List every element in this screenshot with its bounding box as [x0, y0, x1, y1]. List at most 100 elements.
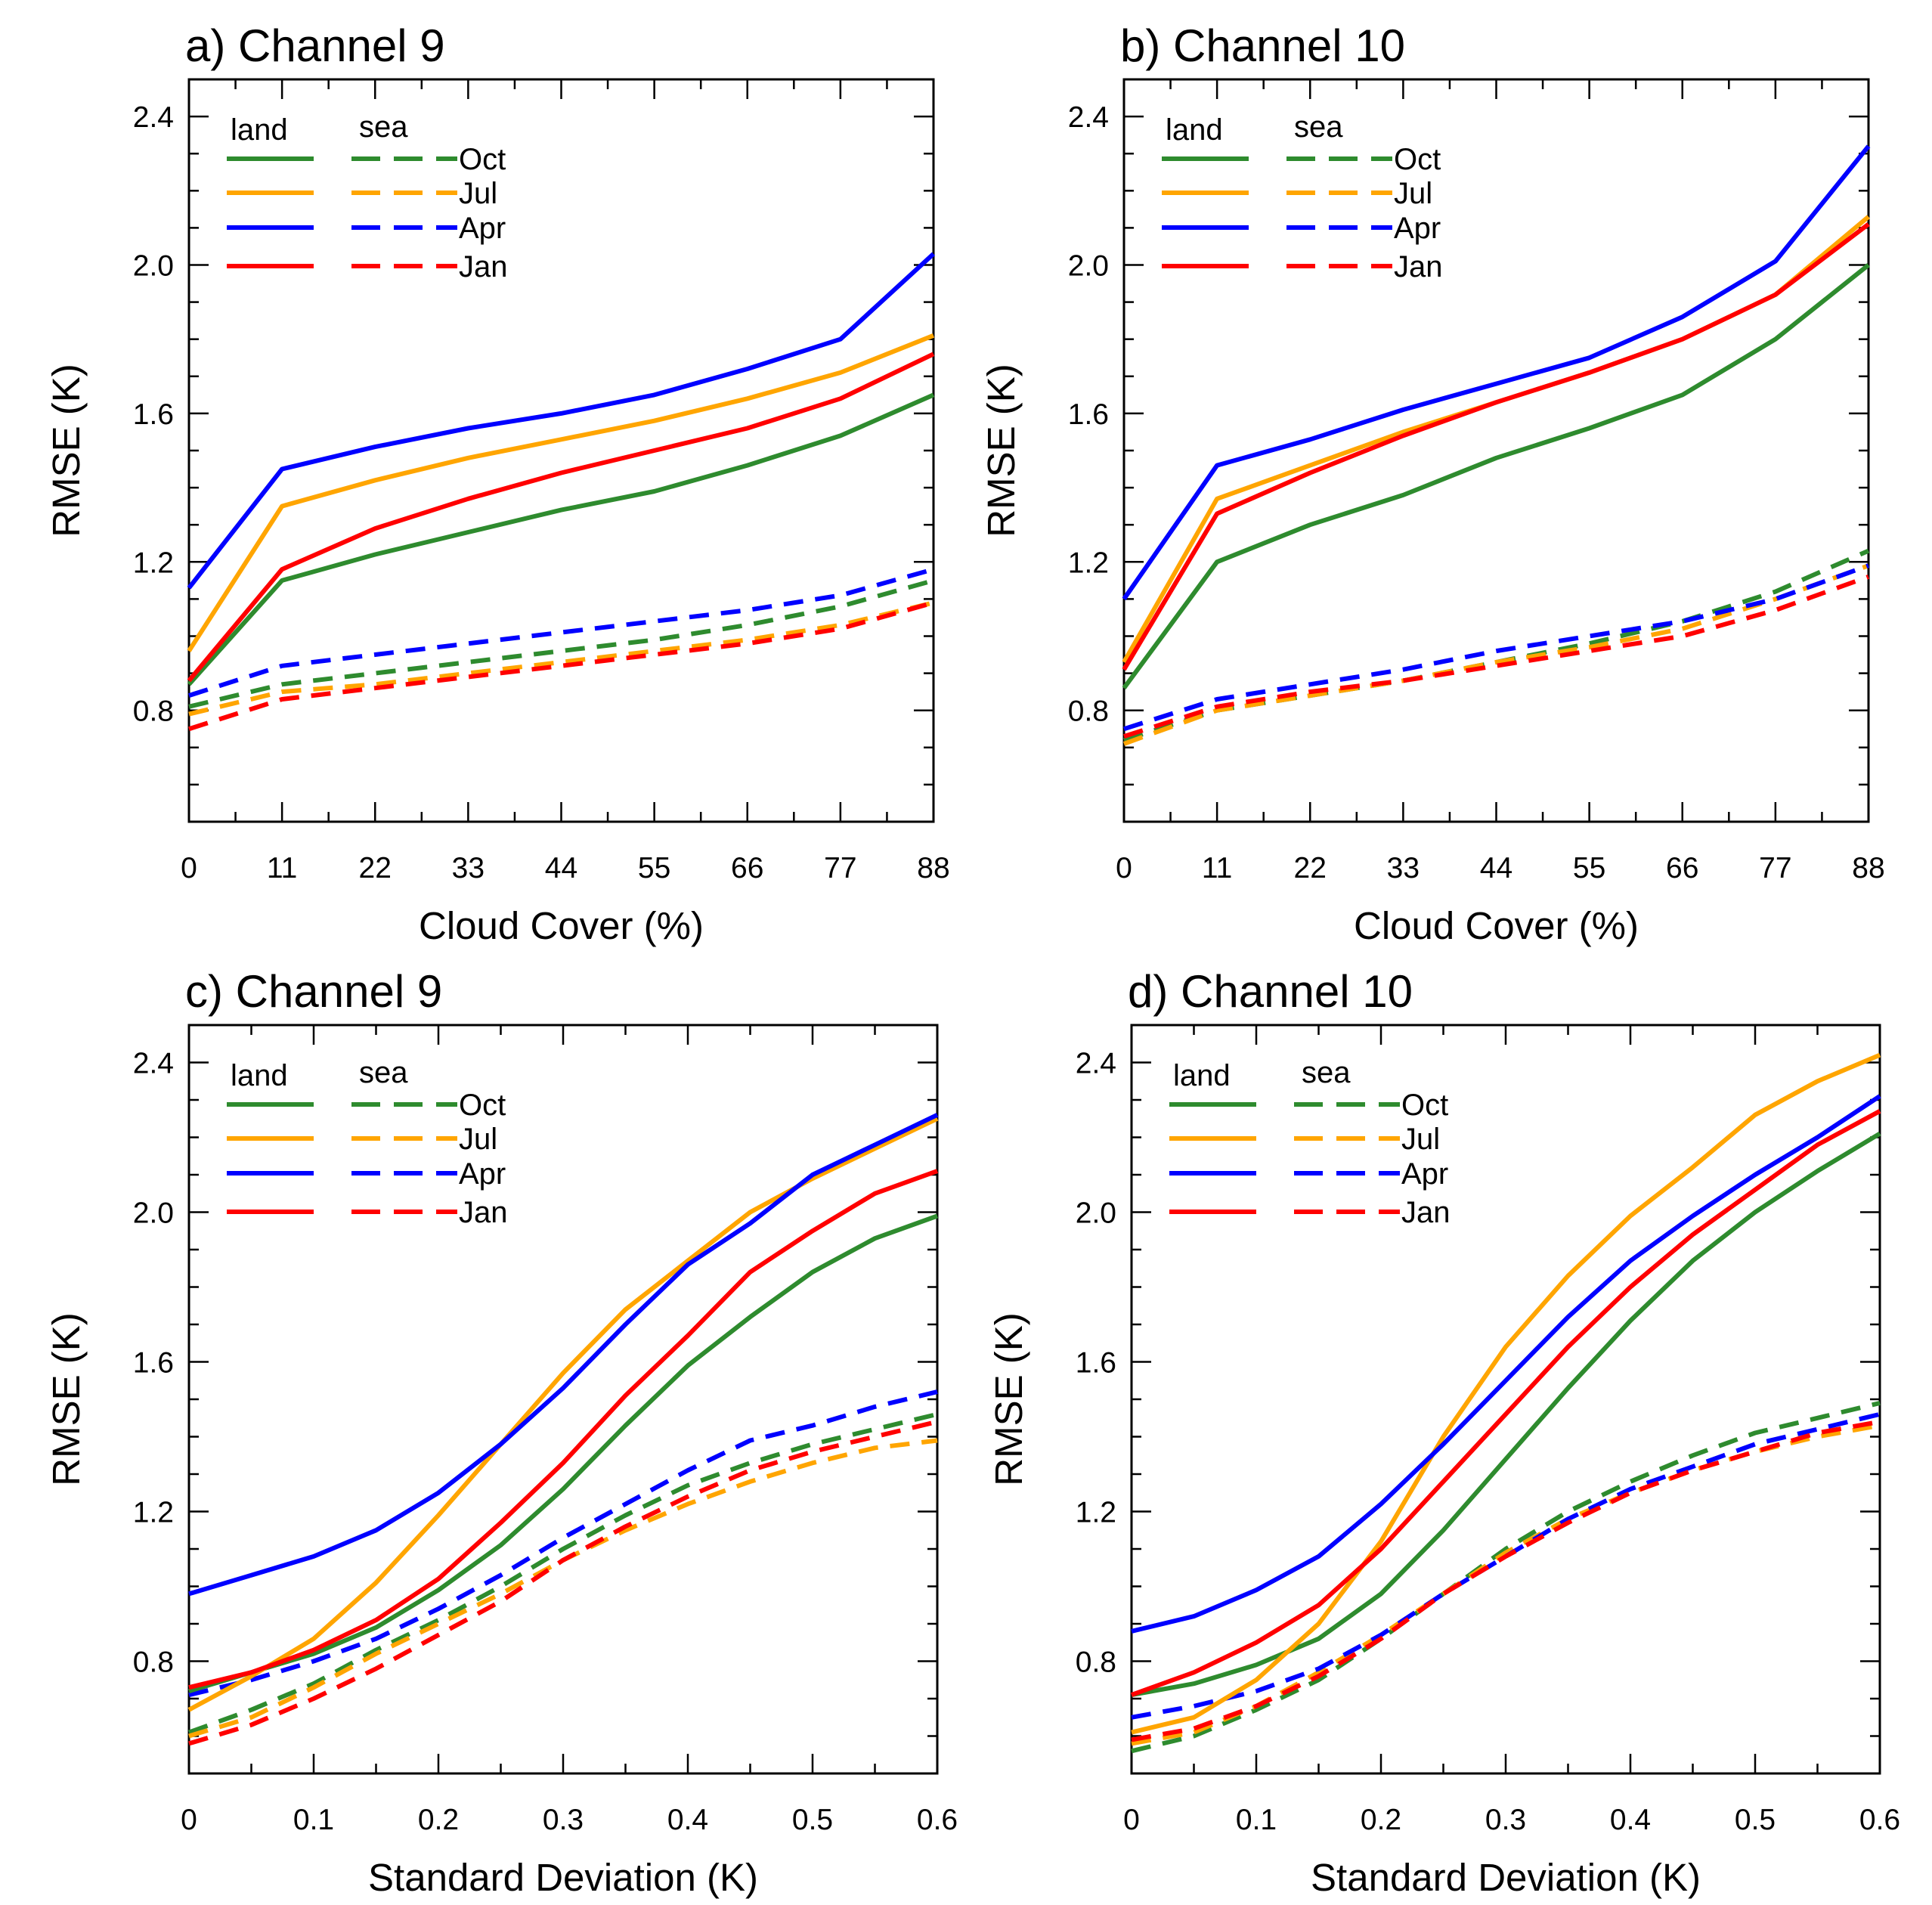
series-line-land-jul-c	[187, 1117, 939, 1712]
legend-label-oct: Oct	[1394, 143, 1441, 176]
x-tick-label-b: 33	[1387, 852, 1420, 884]
legend-header-sea: sea	[1302, 1056, 1351, 1089]
y-tick-label-c: 1.6	[133, 1347, 174, 1380]
legend-label-oct: Oct	[459, 143, 506, 176]
y-axis-label-a: RMSE (K)	[45, 364, 88, 537]
y-axis-label-b: RMSE (K)	[980, 364, 1023, 537]
series-line-sea-jan-a	[188, 600, 934, 732]
y-tick-label-d: 1.2	[1076, 1497, 1116, 1529]
x-tick-label-b: 66	[1666, 852, 1698, 884]
x-axis-label-c: Standard Deviation (K)	[368, 1856, 758, 1899]
series-line-land-jan-c	[188, 1169, 939, 1690]
series-line-land-oct-c	[188, 1213, 939, 1693]
series-line-land-apr-b	[1122, 144, 1871, 601]
series-line-land-apr-a	[187, 252, 936, 590]
x-tick-label-b: 77	[1759, 852, 1791, 884]
y-tick-label-b: 1.6	[1068, 398, 1109, 431]
y-tick-label-d: 2.4	[1076, 1048, 1116, 1080]
x-tick-label-c: 0.1	[293, 1804, 334, 1836]
x-axis-label-b: Cloud Cover (%)	[1354, 904, 1639, 947]
y-tick-label-a: 1.2	[133, 547, 174, 579]
legend-label-apr: Apr	[1401, 1157, 1448, 1191]
legend-header-sea: sea	[359, 110, 408, 144]
x-tick-label-b: 22	[1294, 852, 1327, 884]
y-tick-label-b: 2.0	[1068, 250, 1109, 283]
legend-header-sea: sea	[1294, 110, 1343, 144]
x-tick-label-c: 0.6	[917, 1804, 958, 1836]
y-tick-label-a: 0.8	[133, 695, 174, 728]
x-tick-label-b: 11	[1202, 852, 1233, 884]
y-tick-label-b: 2.4	[1068, 101, 1109, 134]
legend-label-jul: Jul	[459, 177, 497, 210]
y-axis-label-c: RMSE (K)	[45, 1312, 88, 1486]
legend-header-sea: sea	[359, 1056, 408, 1089]
legend-label-jan: Jan	[1394, 250, 1443, 283]
x-tick-label-a: 44	[545, 852, 577, 884]
x-tick-label-c: 0	[181, 1804, 197, 1836]
series-line-land-jul-d	[1131, 1052, 1881, 1735]
series-line-sea-jul-a	[188, 600, 934, 717]
legend-label-oct: Oct	[1401, 1089, 1448, 1122]
series-line-land-jan-d	[1130, 1109, 1881, 1697]
y-tick-label-c: 2.0	[133, 1197, 174, 1230]
series-line-sea-jan-b	[1123, 575, 1870, 739]
y-tick-label-b: 1.2	[1068, 547, 1109, 579]
x-tick-label-a: 88	[917, 852, 949, 884]
legend-label-jul: Jul	[1401, 1123, 1440, 1156]
series-line-sea-apr-b	[1123, 563, 1870, 732]
x-tick-label-b: 0	[1116, 852, 1132, 884]
series-line-sea-jul-c	[188, 1438, 938, 1739]
legend-header-land: land	[1173, 1059, 1231, 1092]
legend-label-jul: Jul	[1394, 177, 1432, 210]
x-tick-label-a: 55	[638, 852, 670, 884]
x-tick-label-a: 0	[181, 852, 197, 884]
y-tick-label-c: 1.2	[133, 1497, 174, 1529]
series-line-land-jul-a	[187, 333, 935, 652]
y-axis-label-d: RMSE (K)	[987, 1312, 1030, 1486]
x-axis-label-a: Cloud Cover (%)	[419, 904, 704, 947]
x-tick-label-d: 0.1	[1236, 1804, 1277, 1836]
chart-title-b: b) Channel 10	[1120, 20, 1405, 71]
series-line-sea-jul-b	[1122, 563, 1870, 746]
y-tick-label-c: 2.4	[133, 1048, 174, 1080]
y-tick-label-d: 2.0	[1076, 1197, 1116, 1230]
legend-label-jan: Jan	[1401, 1196, 1451, 1229]
y-tick-label-a: 1.6	[133, 398, 174, 431]
x-tick-label-c: 0.4	[667, 1804, 708, 1836]
x-tick-label-a: 11	[267, 852, 298, 884]
chart-title-a: a) Channel 9	[185, 20, 445, 71]
panel-c: 0.8 1.2 1.6 2.0 2.4 0 0.1 0.2 0.3 0.4 0.5 0.6 c) Cha…	[45, 966, 958, 1899]
series-line-land-jan-a	[187, 352, 935, 683]
series-line-sea-apr-a	[188, 567, 934, 698]
legend-label-apr: Apr	[459, 1157, 506, 1191]
x-tick-label-d: 0	[1123, 1804, 1140, 1836]
series-line-sea-apr-d	[1131, 1411, 1881, 1720]
legend-label-jan: Jan	[459, 250, 508, 283]
legend-label-oct: Oct	[459, 1089, 506, 1122]
chart-title-c: c) Channel 9	[185, 966, 442, 1017]
series-line-land-apr-c	[188, 1113, 939, 1597]
legend-label-jan: Jan	[459, 1196, 508, 1229]
series-line-land-oct-d	[1131, 1132, 1881, 1698]
y-tick-label-d: 1.6	[1076, 1347, 1116, 1380]
x-tick-label-d: 0.5	[1735, 1804, 1776, 1836]
x-tick-label-d: 0.2	[1361, 1804, 1401, 1836]
y-tick-label-a: 2.4	[133, 101, 174, 134]
legend-header-land: land	[1166, 113, 1223, 147]
x-tick-label-b: 44	[1480, 852, 1512, 884]
series-line-land-oct-b	[1122, 263, 1870, 689]
panel-d: 0.8 1.2 1.6 2.0 2.4 0 0.1 0.2 0.3 0.4 0.5 0.6 d) Cha…	[987, 966, 1900, 1899]
panel-a: 0.8 1.2 1.6 2.0 2.4 0 11 22 33 44 55 66 77 88 a) Chann…	[45, 20, 950, 947]
x-tick-label-b: 88	[1852, 852, 1884, 884]
series-line-sea-oct-d	[1131, 1401, 1881, 1754]
series-line-sea-jan-c	[188, 1419, 938, 1746]
x-tick-label-d: 0.3	[1485, 1804, 1526, 1836]
y-tick-label-d: 0.8	[1076, 1646, 1116, 1679]
series-line-land-jan-b	[1122, 222, 1870, 671]
x-tick-label-a: 33	[452, 852, 485, 884]
x-tick-label-c: 0.5	[792, 1804, 833, 1836]
chart-title-d: d) Channel 10	[1128, 966, 1413, 1017]
